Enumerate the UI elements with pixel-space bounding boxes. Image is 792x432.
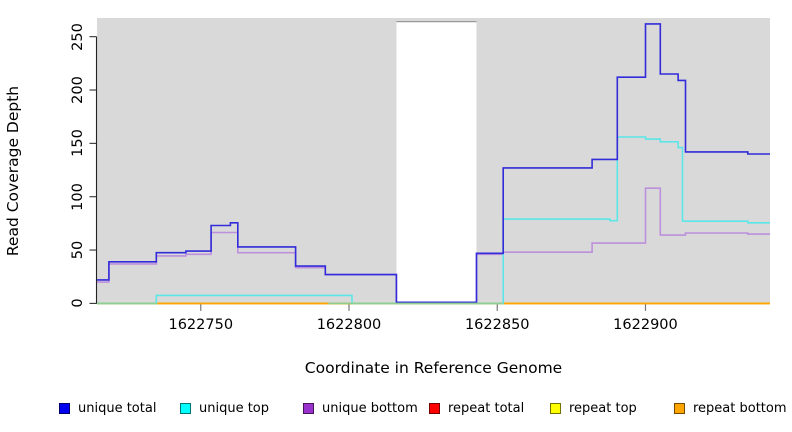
legend-label: unique bottom: [322, 400, 418, 416]
x-tick-label: 1622800: [316, 317, 382, 333]
legend-label: unique total: [78, 400, 157, 416]
legend-swatch-unique-top-icon: [180, 402, 191, 414]
x-tick-label: 1622850: [464, 317, 530, 333]
legend-label: repeat total: [448, 400, 525, 416]
legend-label: repeat bottom: [693, 400, 787, 416]
legend-item-unique-top: unique top: [180, 400, 269, 416]
legend-item-repeat-top: repeat top: [550, 400, 637, 416]
legend-label: repeat top: [569, 400, 637, 416]
legend-swatch-unique-bottom-icon: [303, 402, 314, 414]
legend-item-repeat-total: repeat total: [429, 400, 524, 416]
x-tick-label: 1622900: [613, 317, 678, 333]
x-axis-title: Coordinate in Reference Genome: [304, 359, 563, 377]
legend-item-unique-total: unique total: [59, 400, 156, 416]
legend-swatch-repeat-total-icon: [429, 402, 440, 414]
legend-swatch-repeat-top-icon: [550, 402, 561, 414]
legend-label: unique top: [199, 400, 270, 416]
series-line-unique-total: [97, 23, 770, 304]
coverage-gap-region: [396, 21, 477, 304]
legend-swatch-unique-total-icon: [59, 402, 70, 414]
legend-item-unique-bottom: unique bottom: [303, 400, 418, 416]
series-line-unique-top: [97, 136, 770, 305]
legend-swatch-repeat-bottom-icon: [674, 402, 685, 414]
x-tick-label: 1622750: [168, 317, 234, 333]
legend-item-repeat-bottom: repeat bottom: [674, 400, 787, 416]
